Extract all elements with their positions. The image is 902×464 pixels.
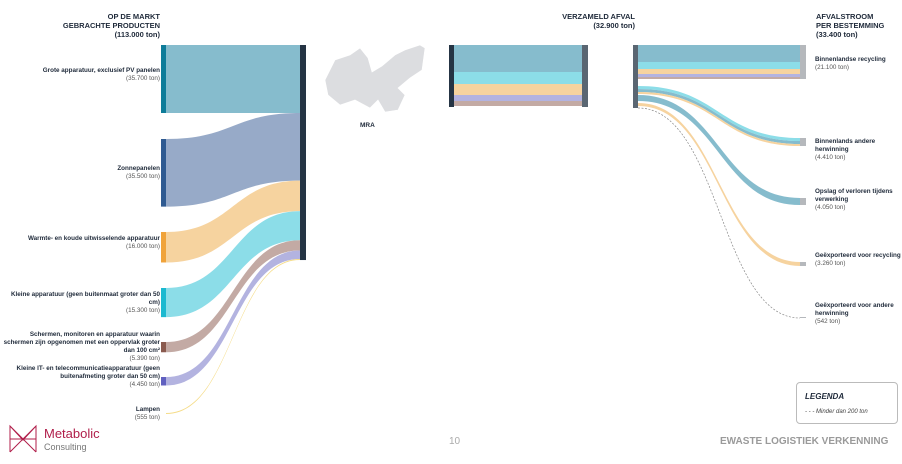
- product-label: Grote apparatuur, exclusief PV panelen (3…: [0, 67, 160, 83]
- product-node-5: [161, 377, 166, 386]
- header-market: OP DE MARKT GEBRACHTE PRODUCTEN (113.000…: [30, 12, 160, 39]
- flow-export-other-dashed: [637, 107, 801, 319]
- product-name: Lampen: [135, 405, 160, 413]
- header-line: (33.400 ton): [816, 30, 858, 39]
- destination-node-3: [800, 262, 806, 266]
- flow-2: [166, 180, 300, 263]
- flow-4: [166, 240, 300, 353]
- footer-title: EWASTE LOGISTIEK VERKENNING: [720, 436, 889, 447]
- destination-value: (4.410 ton): [815, 154, 846, 161]
- flow-export-recycling: [638, 103, 800, 266]
- product-label: Lampen (555 ton): [0, 406, 160, 422]
- product-value: (4.450 ton): [129, 381, 160, 389]
- recycling-band: [638, 77, 800, 79]
- header-line: OP DE MARKT: [107, 12, 160, 21]
- collected-band: [454, 101, 582, 106]
- page-number: 10: [449, 436, 461, 447]
- recycling-band: [638, 45, 800, 62]
- product-label: Zonnepanelen (35.500 ton): [0, 165, 160, 181]
- destination-value: (3.260 ton): [815, 260, 846, 267]
- product-label: Kleine IT- en telecommunicatieapparatuur…: [0, 365, 160, 389]
- header-line: (32.900 ton): [593, 21, 635, 30]
- product-node-0: [161, 45, 166, 113]
- legend: LEGENDA - - - Minder dan 200 ton: [796, 382, 898, 424]
- legend-dashed-entry: - - - Minder dan 200 ton: [805, 409, 868, 415]
- header-line: GEBRACHTE PRODUCTEN: [62, 21, 160, 30]
- product-value: (16.000 ton): [126, 243, 160, 251]
- collected-band: [454, 84, 582, 95]
- flow-other-recovery: [638, 92, 800, 146]
- product-node-2: [161, 232, 166, 263]
- collected-band: [454, 72, 582, 84]
- product-name: Kleine IT- en telecommunicatieapparatuur…: [16, 365, 160, 381]
- mra-map: [324, 44, 426, 113]
- flow-0: [166, 45, 300, 113]
- header-destination: AFVALSTROOM PER BESTEMMING (33.400 ton): [816, 12, 902, 39]
- destination-label: Opslag of verloren tijdens verwerking (4.…: [815, 188, 902, 212]
- destination-name: Geëxporteerd voor andere herwinning: [815, 302, 894, 317]
- destination-label: Geëxporteerd voor andere herwinning (542 …: [815, 302, 902, 326]
- header-line: AFVALSTROOM: [816, 12, 874, 21]
- destination-node-4: [800, 317, 806, 318]
- destination-name: Geëxporteerd voor recycling: [815, 252, 901, 259]
- flow-3: [166, 211, 300, 318]
- header-line: PER BESTEMMING: [816, 21, 885, 30]
- market-node: [300, 45, 306, 261]
- destination-source-node: [633, 45, 638, 108]
- logo-name: Metabolic: [44, 426, 100, 441]
- recycling-band: [638, 62, 800, 69]
- header-collected: VERZAMELD AFVAL (32.900 ton): [540, 12, 635, 30]
- flow-other-recovery: [638, 86, 800, 141]
- collected-node-in: [449, 45, 454, 107]
- recycling-band: [638, 69, 800, 74]
- logo-sub: Consulting: [44, 442, 87, 452]
- legend-title: LEGENDA: [805, 392, 845, 401]
- destination-node-2: [800, 198, 806, 205]
- destination-label: Binnenlands andere herwinning (4.410 ton): [815, 138, 902, 162]
- product-node-1: [161, 139, 166, 207]
- flow-5: [166, 250, 300, 386]
- product-label: Kleine apparatuur (geen buitenmaat grote…: [0, 291, 160, 315]
- product-node-4: [161, 342, 166, 353]
- destination-value: (21.100 ton): [815, 64, 849, 71]
- product-value: (35.700 ton): [126, 75, 160, 82]
- collected-node-out: [582, 45, 588, 107]
- destination-label: Binnenlandse recycling (21.100 ton): [815, 56, 902, 72]
- product-name: Zonnepanelen: [117, 164, 160, 172]
- product-node-3: [161, 288, 166, 318]
- recycling-band: [638, 74, 800, 77]
- header-line: VERZAMELD AFVAL: [562, 12, 635, 21]
- header-line: (113.000 ton): [114, 30, 160, 39]
- product-label: Warmte- en koude uitwisselende apparatuu…: [0, 235, 160, 251]
- destination-label: Geëxporteerd voor recycling (3.260 ton): [815, 252, 902, 268]
- logo-mark-icon: [9, 424, 37, 453]
- map-label: MRA: [360, 122, 375, 129]
- destination-name: Binnenlandse recycling: [815, 56, 886, 63]
- product-name: Grote apparatuur, exclusief PV panelen: [42, 67, 160, 74]
- product-name: Kleine apparatuur (geen buitenmaat grote…: [10, 290, 160, 306]
- destination-name: Opslag of verloren tijdens verwerking: [815, 188, 893, 203]
- product-value: (555 ton): [134, 413, 160, 421]
- product-value: (35.500 ton): [126, 172, 160, 180]
- product-name: Schermen, monitoren en apparatuur waarin…: [3, 331, 160, 355]
- collected-band: [454, 45, 582, 72]
- destination-name: Binnenlands andere herwinning: [815, 138, 876, 153]
- destination-node-1: [800, 138, 806, 146]
- destination-value: (542 ton): [815, 318, 841, 325]
- flow-6: [166, 258, 300, 415]
- product-label: Schermen, monitoren en apparatuur waarin…: [0, 331, 160, 363]
- product-name: Warmte- en koude uitwisselende apparatuu…: [27, 235, 160, 243]
- flow-other-recovery: [638, 89, 800, 144]
- destination-value: (4.050 ton): [815, 204, 846, 211]
- product-value: (15.300 ton): [126, 306, 160, 314]
- destination-node-0: [800, 45, 806, 79]
- product-value: (5.390 ton): [129, 355, 160, 363]
- flow-1: [166, 113, 300, 207]
- collected-band: [454, 95, 582, 101]
- flow-storage-lost: [638, 95, 800, 205]
